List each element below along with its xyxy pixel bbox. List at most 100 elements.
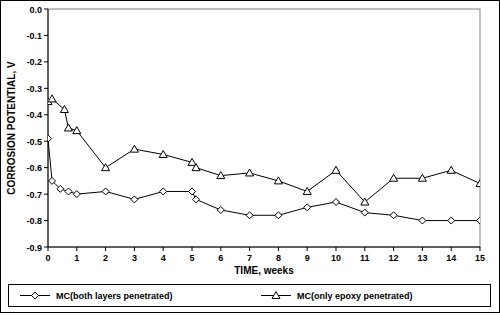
x-tick-label: 1	[74, 253, 79, 263]
y-tick	[44, 61, 48, 62]
x-tick-label: 11	[360, 253, 370, 263]
x-tick-label: 7	[247, 253, 252, 263]
data-point	[64, 124, 72, 131]
data-point	[361, 198, 369, 205]
y-axis-title: CORROSION POTENTIAL, V	[6, 61, 17, 195]
y-tick-label: -0.5	[26, 137, 42, 147]
data-point	[160, 188, 167, 195]
x-tick-label: 2	[103, 253, 108, 263]
data-point	[246, 212, 253, 219]
data-point	[188, 158, 196, 165]
y-tick-label: -0.6	[26, 163, 42, 173]
y-tick-label: -0.1	[26, 31, 42, 41]
data-point	[303, 187, 311, 194]
x-tick-label: 14	[446, 253, 456, 263]
x-tick	[336, 247, 337, 251]
x-tick-label: 15	[475, 253, 485, 263]
x-tick	[220, 247, 221, 251]
y-tick	[44, 194, 48, 195]
data-point	[73, 191, 80, 198]
y-tick-label: -0.9	[26, 243, 42, 253]
data-point	[217, 206, 224, 213]
data-point	[447, 166, 455, 173]
data-point	[192, 164, 200, 171]
legend-box	[9, 285, 491, 307]
data-point	[361, 209, 368, 216]
data-point	[130, 145, 138, 152]
y-tick	[44, 167, 48, 168]
y-tick-label: -0.8	[26, 216, 42, 226]
x-tick	[480, 247, 481, 251]
data-point	[49, 177, 56, 184]
x-tick	[163, 247, 164, 251]
y-tick	[44, 220, 48, 221]
series-line	[48, 139, 480, 221]
data-point	[102, 164, 110, 171]
legend-label: MC(only epoxy penetrated)	[297, 291, 413, 301]
x-tick	[249, 247, 250, 251]
data-point	[189, 188, 196, 195]
x-tick	[76, 247, 77, 251]
y-tick	[44, 114, 48, 115]
x-tick	[192, 247, 193, 251]
data-point	[419, 217, 426, 224]
y-tick	[44, 141, 48, 142]
x-axis-title: TIME, weeks	[234, 265, 294, 276]
x-tick	[422, 247, 423, 251]
y-tick	[44, 247, 48, 248]
data-point	[448, 217, 455, 224]
y-tick-label: -0.3	[26, 84, 42, 94]
x-tick	[105, 247, 106, 251]
x-tick	[393, 247, 394, 251]
y-tick	[44, 35, 48, 36]
x-tick-label: 0	[45, 253, 50, 263]
data-point	[48, 135, 52, 142]
series-line	[48, 99, 480, 202]
data-point	[60, 105, 68, 112]
x-tick-label: 4	[161, 253, 166, 263]
x-tick-label: 12	[389, 253, 399, 263]
data-point	[48, 95, 56, 102]
data-point	[390, 174, 398, 181]
x-tick	[134, 247, 135, 251]
x-tick-label: 9	[305, 253, 310, 263]
data-point	[477, 217, 481, 224]
y-axis	[48, 9, 49, 247]
data-point	[217, 172, 225, 179]
data-point	[193, 196, 200, 203]
y-tick-label: -0.7	[26, 190, 42, 200]
data-point	[274, 177, 282, 184]
data-point	[159, 150, 167, 157]
data-point	[102, 188, 109, 195]
x-tick-label: 8	[276, 253, 281, 263]
data-point	[246, 169, 254, 176]
x-tick-label: 5	[189, 253, 194, 263]
x-tick	[278, 247, 279, 251]
y-tick-label: -0.2	[26, 57, 42, 67]
legend-label: MC(both layers penetrated)	[56, 291, 173, 301]
data-point	[418, 174, 426, 181]
data-point	[275, 212, 282, 219]
data-point	[390, 212, 397, 219]
chart-border	[1, 1, 500, 313]
x-tick	[307, 247, 308, 251]
data-point	[333, 199, 340, 206]
data-point	[304, 204, 311, 211]
y-tick-label: 0.0	[29, 5, 42, 15]
data-point	[65, 188, 72, 195]
y-tick-label: -0.4	[26, 110, 42, 120]
legend-marker	[32, 292, 39, 299]
x-tick	[48, 247, 49, 251]
data-point	[73, 127, 81, 134]
y-tick	[44, 88, 48, 89]
plot-frame	[48, 9, 480, 247]
data-point	[131, 196, 138, 203]
chart: 0.0 -0.1 -0.2 -0.3 -0.4 -0.5 -0.6 -0.7 -0.8 -0.90…	[0, 0, 500, 315]
x-tick	[451, 247, 452, 251]
legend-marker	[272, 292, 280, 299]
x-tick-label: 3	[132, 253, 137, 263]
x-tick-label: 13	[417, 253, 427, 263]
y-tick	[44, 9, 48, 10]
x-tick	[364, 247, 365, 251]
data-point	[57, 185, 64, 192]
